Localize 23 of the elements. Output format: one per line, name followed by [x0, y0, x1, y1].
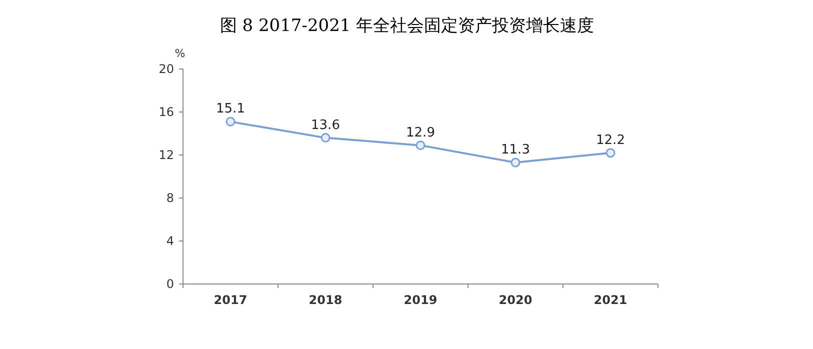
data-label: 15.1: [216, 102, 245, 117]
x-tick-label: 2019: [404, 293, 438, 307]
data-label: 12.2: [596, 132, 625, 148]
data-label: 11.3: [501, 142, 530, 158]
y-tick-label: 4: [166, 234, 174, 248]
point: [510, 158, 520, 168]
x-tick-label: 2020: [498, 293, 532, 307]
y-tick-label: 0: [166, 277, 174, 291]
y-tick-label: 8: [166, 191, 174, 205]
data-label: 13.6: [311, 118, 340, 133]
y-tick-label: 16: [158, 105, 174, 119]
chart-title: 图 8 2017-2021 年全社会固定资产投资增长速度: [220, 16, 594, 36]
x-tick-label: 2018: [308, 293, 342, 307]
y-axis-title: %: [174, 47, 186, 60]
point: [606, 148, 616, 158]
point: [226, 116, 236, 126]
x-tick-label: 2021: [594, 293, 628, 307]
x-tick-label: 2017: [214, 293, 248, 307]
point: [416, 140, 426, 150]
y-tick-label: 12: [158, 148, 174, 162]
data-label: 12.9: [406, 125, 435, 140]
point: [320, 133, 330, 143]
y-tick-label: 20: [158, 62, 174, 76]
